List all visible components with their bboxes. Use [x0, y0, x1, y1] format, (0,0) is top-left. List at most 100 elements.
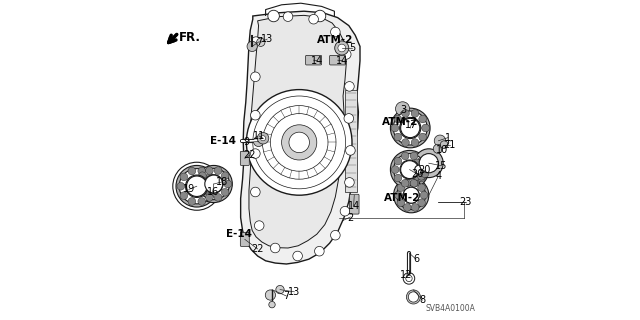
- Circle shape: [422, 124, 429, 132]
- Circle shape: [399, 117, 421, 139]
- Circle shape: [406, 290, 420, 304]
- Circle shape: [270, 243, 280, 253]
- FancyBboxPatch shape: [241, 151, 250, 165]
- Circle shape: [410, 170, 417, 178]
- Circle shape: [205, 175, 223, 193]
- Circle shape: [412, 179, 419, 187]
- Circle shape: [250, 187, 260, 197]
- Circle shape: [397, 181, 426, 210]
- Text: 3: 3: [400, 105, 406, 116]
- Circle shape: [198, 188, 206, 196]
- Circle shape: [265, 290, 275, 300]
- Circle shape: [419, 133, 426, 141]
- Circle shape: [433, 144, 442, 153]
- Circle shape: [342, 50, 351, 59]
- Polygon shape: [249, 15, 346, 248]
- Polygon shape: [241, 11, 360, 264]
- Circle shape: [257, 38, 265, 46]
- Circle shape: [188, 198, 196, 205]
- Circle shape: [393, 111, 428, 145]
- Circle shape: [344, 114, 353, 123]
- Circle shape: [179, 169, 214, 204]
- Text: 13: 13: [261, 34, 273, 44]
- Circle shape: [221, 172, 229, 180]
- Circle shape: [415, 149, 444, 178]
- Circle shape: [412, 204, 419, 211]
- Text: 17: 17: [405, 120, 417, 130]
- Circle shape: [268, 10, 280, 22]
- Circle shape: [250, 72, 260, 82]
- Circle shape: [391, 124, 399, 132]
- Text: 14: 14: [348, 201, 360, 212]
- FancyBboxPatch shape: [349, 194, 359, 214]
- Circle shape: [394, 115, 402, 123]
- Text: 14: 14: [336, 56, 349, 66]
- Circle shape: [247, 41, 257, 52]
- Circle shape: [420, 191, 428, 199]
- Circle shape: [400, 160, 419, 179]
- Circle shape: [417, 167, 422, 172]
- Circle shape: [257, 132, 269, 144]
- Text: E-14: E-14: [210, 136, 236, 146]
- FancyBboxPatch shape: [330, 55, 346, 65]
- Polygon shape: [344, 90, 357, 192]
- Circle shape: [209, 182, 216, 190]
- Circle shape: [198, 198, 205, 205]
- Circle shape: [205, 167, 213, 174]
- Text: ATM-2: ATM-2: [383, 116, 419, 127]
- Circle shape: [198, 168, 230, 200]
- Circle shape: [250, 110, 260, 120]
- Circle shape: [418, 184, 426, 191]
- Circle shape: [335, 41, 349, 55]
- Circle shape: [260, 136, 266, 141]
- Text: 10: 10: [435, 145, 448, 156]
- Circle shape: [283, 12, 293, 21]
- Text: ATM-2: ATM-2: [384, 193, 420, 204]
- Circle shape: [394, 133, 402, 141]
- Circle shape: [180, 173, 188, 181]
- Circle shape: [419, 154, 438, 173]
- Circle shape: [392, 166, 399, 173]
- Circle shape: [180, 192, 188, 199]
- Circle shape: [420, 166, 428, 173]
- Circle shape: [421, 170, 429, 178]
- Circle shape: [338, 44, 346, 52]
- Text: 12: 12: [400, 270, 413, 280]
- Text: 6: 6: [413, 254, 419, 264]
- Circle shape: [205, 194, 213, 201]
- Text: 22: 22: [252, 244, 264, 254]
- Circle shape: [402, 109, 410, 117]
- Circle shape: [221, 188, 229, 196]
- Circle shape: [408, 166, 416, 173]
- Circle shape: [346, 146, 355, 155]
- Circle shape: [394, 191, 402, 199]
- Circle shape: [394, 157, 402, 165]
- Circle shape: [401, 118, 420, 138]
- Circle shape: [394, 178, 429, 213]
- Circle shape: [390, 108, 430, 148]
- Circle shape: [250, 149, 260, 158]
- Circle shape: [315, 246, 324, 256]
- Circle shape: [276, 285, 284, 294]
- Circle shape: [410, 162, 417, 169]
- Circle shape: [419, 115, 426, 123]
- Circle shape: [410, 180, 418, 187]
- Text: ATM-2: ATM-2: [317, 35, 353, 45]
- Circle shape: [413, 159, 421, 167]
- Circle shape: [422, 166, 430, 173]
- Circle shape: [418, 199, 426, 207]
- Text: 20: 20: [418, 164, 430, 175]
- Circle shape: [289, 132, 310, 153]
- Circle shape: [187, 176, 207, 196]
- Circle shape: [188, 167, 196, 175]
- Circle shape: [401, 152, 409, 160]
- Text: SVB4A0100A: SVB4A0100A: [426, 304, 475, 313]
- Circle shape: [177, 182, 185, 190]
- Circle shape: [417, 157, 425, 165]
- Text: 2: 2: [348, 212, 353, 223]
- Text: 7: 7: [284, 291, 289, 301]
- Text: 23: 23: [460, 197, 472, 207]
- Circle shape: [440, 141, 448, 148]
- Circle shape: [403, 204, 411, 211]
- Circle shape: [435, 135, 445, 147]
